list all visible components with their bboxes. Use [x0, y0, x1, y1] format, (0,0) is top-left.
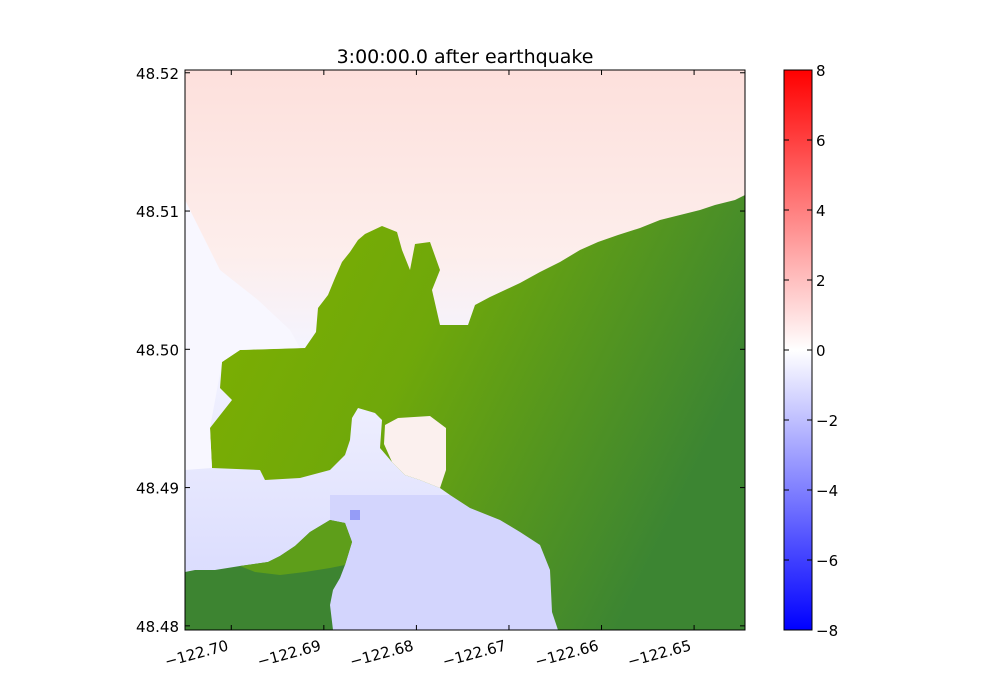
y-axis: 48.48 48.49 48.50 48.51 48.52: [136, 65, 745, 636]
y-tick-label: 48.48: [136, 618, 179, 636]
colorbar: 8 6 4 2 0 −2 −4 −6 −8: [783, 62, 838, 640]
land-southwest-highlight: [240, 520, 352, 575]
x-tick-label: −122.69: [255, 636, 323, 670]
colorbar-tick-label: 4: [816, 202, 826, 220]
x-tick-label: −122.65: [626, 636, 694, 670]
y-tick-label: 48.52: [136, 65, 179, 83]
x-tick-label: −122.70: [163, 636, 231, 670]
water-inlet-north: [384, 416, 446, 488]
x-tick-label: −122.68: [348, 636, 416, 670]
colorbar-tick-label: 2: [816, 272, 826, 290]
colorbar-tick-label: 8: [816, 62, 826, 80]
y-tick-label: 48.51: [136, 203, 179, 221]
plot-area: [185, 70, 745, 630]
plot-frame: [184, 69, 746, 631]
x-tick-label: −122.67: [440, 636, 508, 670]
x-tick-label: −122.66: [533, 636, 601, 670]
water-west-wedge: [185, 200, 300, 470]
chart-title: 3:00:00.0 after earthquake: [337, 46, 594, 68]
land-mainland: [210, 195, 745, 630]
colorbar-tick-label: −8: [816, 622, 838, 640]
depression-spot: [350, 510, 360, 520]
y-tick-label: 48.50: [136, 341, 179, 359]
colorbar-ticks: 8 6 4 2 0 −2 −4 −6 −8: [784, 62, 838, 640]
water-inlet-spot: [408, 418, 420, 428]
colorbar-tick-label: 6: [816, 132, 826, 150]
colorbar-tick-label: −2: [816, 412, 838, 430]
colorbar-tick-label: −6: [816, 552, 838, 570]
colorbar-tick-label: 0: [816, 342, 826, 360]
y-tick-label: 48.49: [136, 480, 179, 498]
colorbar-tick-label: −4: [816, 482, 838, 500]
